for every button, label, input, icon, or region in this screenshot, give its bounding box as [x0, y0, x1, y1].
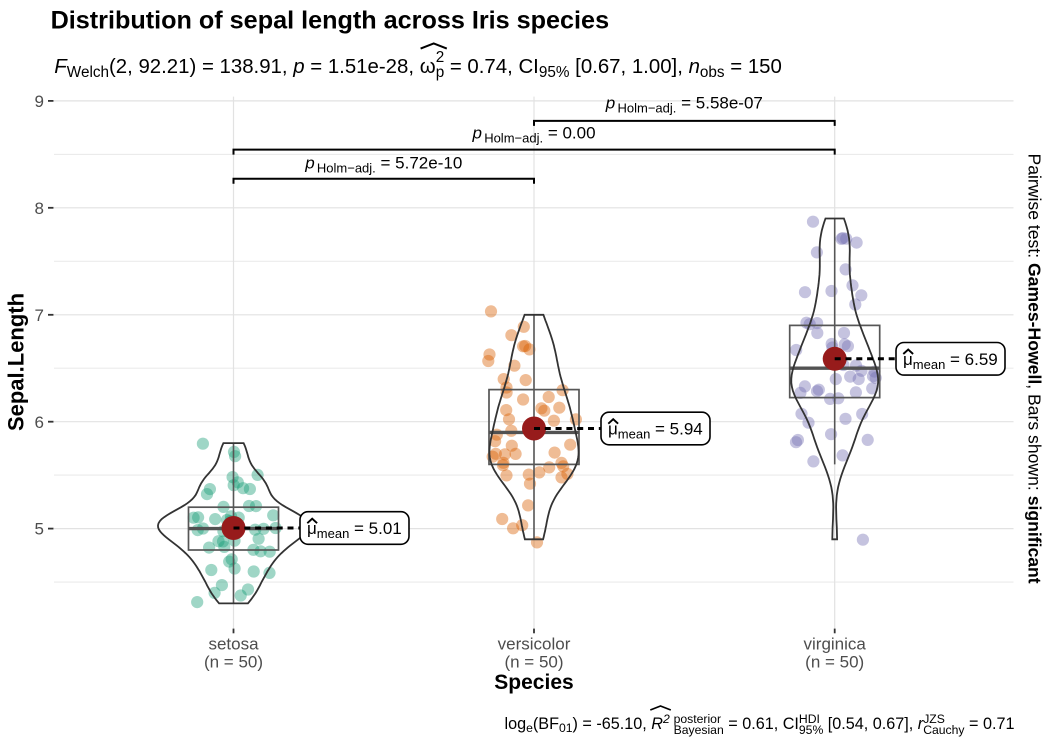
- svg-text:Cauchy: Cauchy: [923, 723, 965, 737]
- svg-text:= 5.72e-10: = 5.72e-10: [376, 154, 463, 173]
- svg-text:e: e: [526, 721, 533, 735]
- svg-text:mean: mean: [913, 357, 946, 372]
- svg-text:log: log: [505, 715, 527, 733]
- svg-text:p: p: [436, 64, 445, 81]
- svg-text:[0.67, 1.00],: [0.67, 1.00],: [570, 56, 689, 78]
- svg-text:Welch: Welch: [67, 64, 109, 81]
- svg-text:= 5.58e-07: = 5.58e-07: [676, 94, 763, 113]
- svg-text:F: F: [54, 56, 68, 78]
- svg-text:(n = 50): (n = 50): [204, 653, 263, 672]
- svg-text:= 5.94: = 5.94: [650, 420, 702, 439]
- svg-text:p: p: [472, 124, 482, 143]
- svg-text:obs: obs: [700, 64, 725, 81]
- svg-text:R: R: [651, 715, 663, 733]
- svg-text:7: 7: [35, 306, 44, 325]
- svg-text:Games-Howell: Games-Howell: [1025, 263, 1045, 384]
- svg-text:2: 2: [436, 49, 445, 66]
- svg-text:) = -65.10,: ) = -65.10,: [573, 715, 652, 733]
- svg-text:= 150: = 150: [725, 56, 782, 78]
- svg-text:2: 2: [662, 712, 670, 726]
- svg-text:= 1.51e-28,: = 1.51e-28,: [305, 56, 420, 78]
- svg-text:(n = 50): (n = 50): [504, 653, 563, 672]
- svg-text:Species: Species: [494, 671, 573, 694]
- svg-text:ω: ω: [420, 56, 436, 78]
- svg-text:versicolor: versicolor: [498, 635, 571, 654]
- svg-text:Holm−adj.: Holm−adj.: [317, 161, 376, 176]
- svg-text:(n = 50): (n = 50): [805, 653, 864, 672]
- svg-text:n: n: [689, 56, 700, 78]
- svg-text:= 0.71: = 0.71: [965, 715, 1015, 733]
- svg-text:JZS: JZS: [923, 712, 945, 726]
- svg-text:= 6.59: = 6.59: [945, 350, 997, 369]
- svg-text:μ: μ: [307, 519, 317, 538]
- svg-text:6: 6: [35, 413, 44, 432]
- svg-text:8: 8: [35, 199, 44, 218]
- svg-text:mean: mean: [618, 427, 651, 442]
- svg-text:p: p: [292, 56, 304, 78]
- svg-text:significant: significant: [1025, 496, 1045, 584]
- svg-text:Bayesian: Bayesian: [674, 723, 724, 737]
- svg-text:= 5.01: = 5.01: [349, 519, 401, 538]
- svg-text:01: 01: [559, 721, 573, 735]
- svg-text:5: 5: [35, 520, 44, 539]
- svg-text:[0.54, 0.67],: [0.54, 0.67],: [823, 715, 918, 733]
- svg-text:9: 9: [35, 92, 44, 111]
- svg-text:Sepal.Length: Sepal.Length: [3, 293, 28, 431]
- svg-text:95%: 95%: [799, 723, 824, 737]
- svg-text:μ: μ: [608, 420, 618, 439]
- svg-text:= 0.74, CI: = 0.74, CI: [444, 56, 539, 78]
- svg-text:setosa: setosa: [208, 635, 259, 654]
- svg-text:= 0.61, CI: = 0.61, CI: [724, 715, 799, 733]
- svg-text:μ: μ: [903, 350, 913, 369]
- svg-text:p: p: [304, 154, 314, 173]
- svg-text:(BF: (BF: [533, 715, 559, 733]
- svg-text:r: r: [918, 715, 924, 733]
- svg-text:Distribution of sepal length a: Distribution of sepal length across Iris…: [51, 7, 609, 35]
- svg-text:p: p: [605, 94, 615, 113]
- svg-text:mean: mean: [317, 526, 350, 541]
- svg-text:, Bars shown:: , Bars shown:: [1025, 384, 1045, 495]
- svg-text:95%: 95%: [539, 64, 570, 81]
- svg-text:HDI: HDI: [799, 712, 820, 726]
- svg-text:Holm−adj.: Holm−adj.: [484, 131, 543, 146]
- svg-text:virginica: virginica: [804, 635, 867, 654]
- svg-text:Pairwise test:: Pairwise test:: [1025, 154, 1045, 264]
- svg-text:posterior: posterior: [674, 712, 721, 726]
- svg-text:Holm−adj.: Holm−adj.: [618, 101, 677, 116]
- svg-text:(2, 92.21) = 138.91,: (2, 92.21) = 138.91,: [109, 56, 293, 78]
- svg-text:= 0.00: = 0.00: [543, 124, 595, 143]
